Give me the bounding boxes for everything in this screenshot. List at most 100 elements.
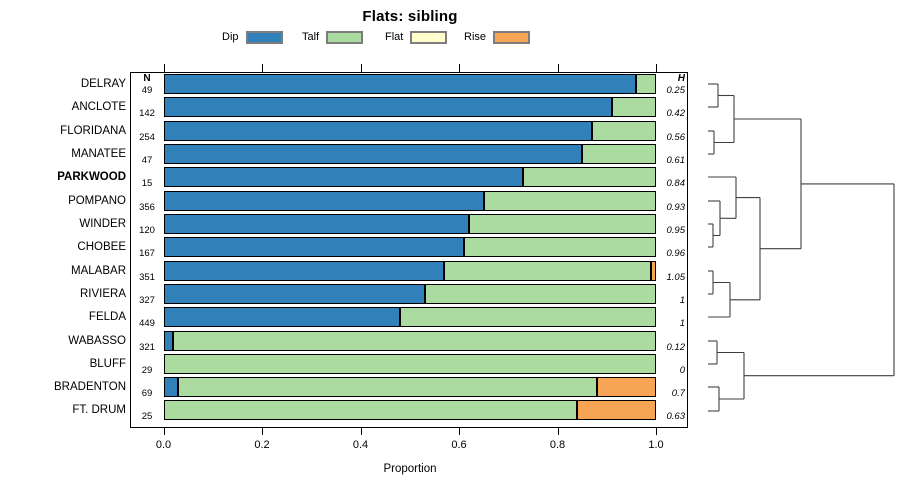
bar-segment-talf	[173, 330, 656, 351]
n-value: 49	[141, 85, 153, 96]
h-value: 0.12	[666, 341, 686, 353]
n-value: 142	[139, 108, 155, 120]
bar-segment-dip	[163, 213, 469, 234]
bar-segment-talf	[399, 307, 656, 328]
bar-segment-dip	[163, 190, 484, 211]
legend-item-dip: Dip	[222, 29, 283, 45]
x-tick-top	[262, 64, 263, 72]
bar-segment-rise	[577, 400, 656, 421]
n-value: 15	[141, 178, 153, 190]
h-value: 0.96	[666, 248, 686, 260]
bar-segment-dip	[163, 74, 637, 94]
h-value: 1	[679, 294, 685, 306]
h-value: 0.56	[666, 131, 686, 143]
bar-segment-dip	[163, 97, 612, 118]
h-value: 0.84	[666, 178, 686, 190]
bar-segment-talf	[523, 167, 656, 188]
category-label: WINDER	[79, 217, 126, 230]
legend-swatch-talf	[326, 30, 364, 44]
legend-label: Flat	[385, 31, 404, 43]
bar-segment-dip	[163, 237, 464, 258]
bar-segment-talf	[468, 213, 656, 234]
h-value: 0.61	[666, 154, 686, 166]
h-value: 0.25	[666, 85, 686, 96]
bar-segment-talf	[591, 120, 656, 141]
x-tick-bottom	[656, 428, 657, 435]
h-value: 1.05	[666, 271, 686, 283]
bar-segment-dip	[163, 307, 400, 328]
category-label: CHOBEE	[77, 241, 126, 254]
h-value: 0.42	[666, 108, 686, 120]
n-value: 449	[139, 318, 155, 330]
n-value: 120	[139, 224, 155, 236]
category-label: MALABAR	[71, 264, 126, 277]
x-tick-bottom	[557, 428, 559, 435]
legend-label: Talf	[302, 31, 320, 43]
n-value: 351	[139, 271, 155, 283]
bar-segment-dip	[163, 143, 583, 164]
x-tick-top	[360, 64, 362, 72]
n-value: 321	[139, 341, 155, 353]
h-value: 0	[679, 364, 685, 376]
x-tick-label: 0.4	[352, 439, 369, 451]
h-value: 1	[679, 318, 685, 330]
h-value: 0.63	[666, 411, 686, 423]
x-tick-label: 0.6	[451, 439, 467, 451]
x-tick-label: 0.0	[155, 439, 172, 451]
bar-segment-dip	[163, 167, 524, 188]
h-value: 0.93	[666, 201, 686, 213]
n-value: 69	[141, 388, 153, 400]
legend-label: Rise	[464, 31, 487, 43]
bar-segment-talf	[483, 190, 656, 211]
legend-item-rise: Rise	[464, 29, 531, 45]
x-tick-top	[656, 64, 657, 72]
h-value: 0.95	[666, 224, 686, 236]
bar-segment-dip	[163, 330, 174, 351]
category-label: WABASSO	[68, 334, 126, 347]
bar-segment-dip	[163, 377, 179, 398]
bar-segment-talf	[163, 400, 578, 421]
x-tick-top	[459, 64, 460, 72]
legend-item-talf: Talf	[302, 29, 364, 45]
bar-segment-talf	[636, 74, 656, 94]
bar-segment-talf	[582, 143, 656, 164]
bar-segment-dip	[163, 120, 592, 141]
chart-title: Flats: sibling	[362, 8, 458, 25]
x-tick-top	[163, 64, 165, 72]
bar-segment-talf	[611, 97, 656, 118]
n-value: 47	[141, 154, 153, 166]
x-tick-top	[557, 64, 559, 72]
n-value: 254	[139, 131, 155, 143]
category-label: BRADENTON	[54, 381, 126, 394]
h-value: 0.7	[671, 388, 685, 400]
category-label: PARKWOOD	[57, 171, 126, 184]
n-column-header: N	[143, 73, 151, 84]
category-label: RIVIERA	[79, 287, 126, 300]
x-tick-label: 0.2	[254, 439, 270, 451]
n-value: 327	[139, 294, 155, 306]
category-label: FELDA	[88, 311, 126, 324]
x-tick-bottom	[459, 428, 460, 435]
n-value: 25	[141, 411, 153, 423]
bar-segment-rise	[651, 260, 656, 281]
legend-label: Dip	[222, 31, 239, 43]
category-label: FLORIDANA	[60, 124, 126, 137]
category-label: MANATEE	[71, 147, 126, 160]
bar-segment-dip	[163, 260, 445, 281]
n-value: 356	[139, 201, 155, 213]
n-value: 29	[141, 364, 153, 376]
category-label: POMPANO	[68, 194, 126, 207]
h-column-header: H	[677, 73, 685, 84]
x-tick-bottom	[360, 428, 362, 435]
category-label: FT. DRUM	[72, 404, 126, 417]
bar-segment-talf	[463, 237, 656, 258]
x-tick-bottom	[163, 428, 165, 435]
category-label: DELRAY	[80, 78, 126, 90]
bar-segment-talf	[163, 353, 656, 374]
x-tick-bottom	[262, 428, 263, 435]
bar-segment-dip	[163, 283, 425, 304]
bar-segment-talf	[178, 377, 597, 398]
bar-segment-talf	[444, 260, 652, 281]
category-label: ANCLOTE	[71, 101, 126, 114]
